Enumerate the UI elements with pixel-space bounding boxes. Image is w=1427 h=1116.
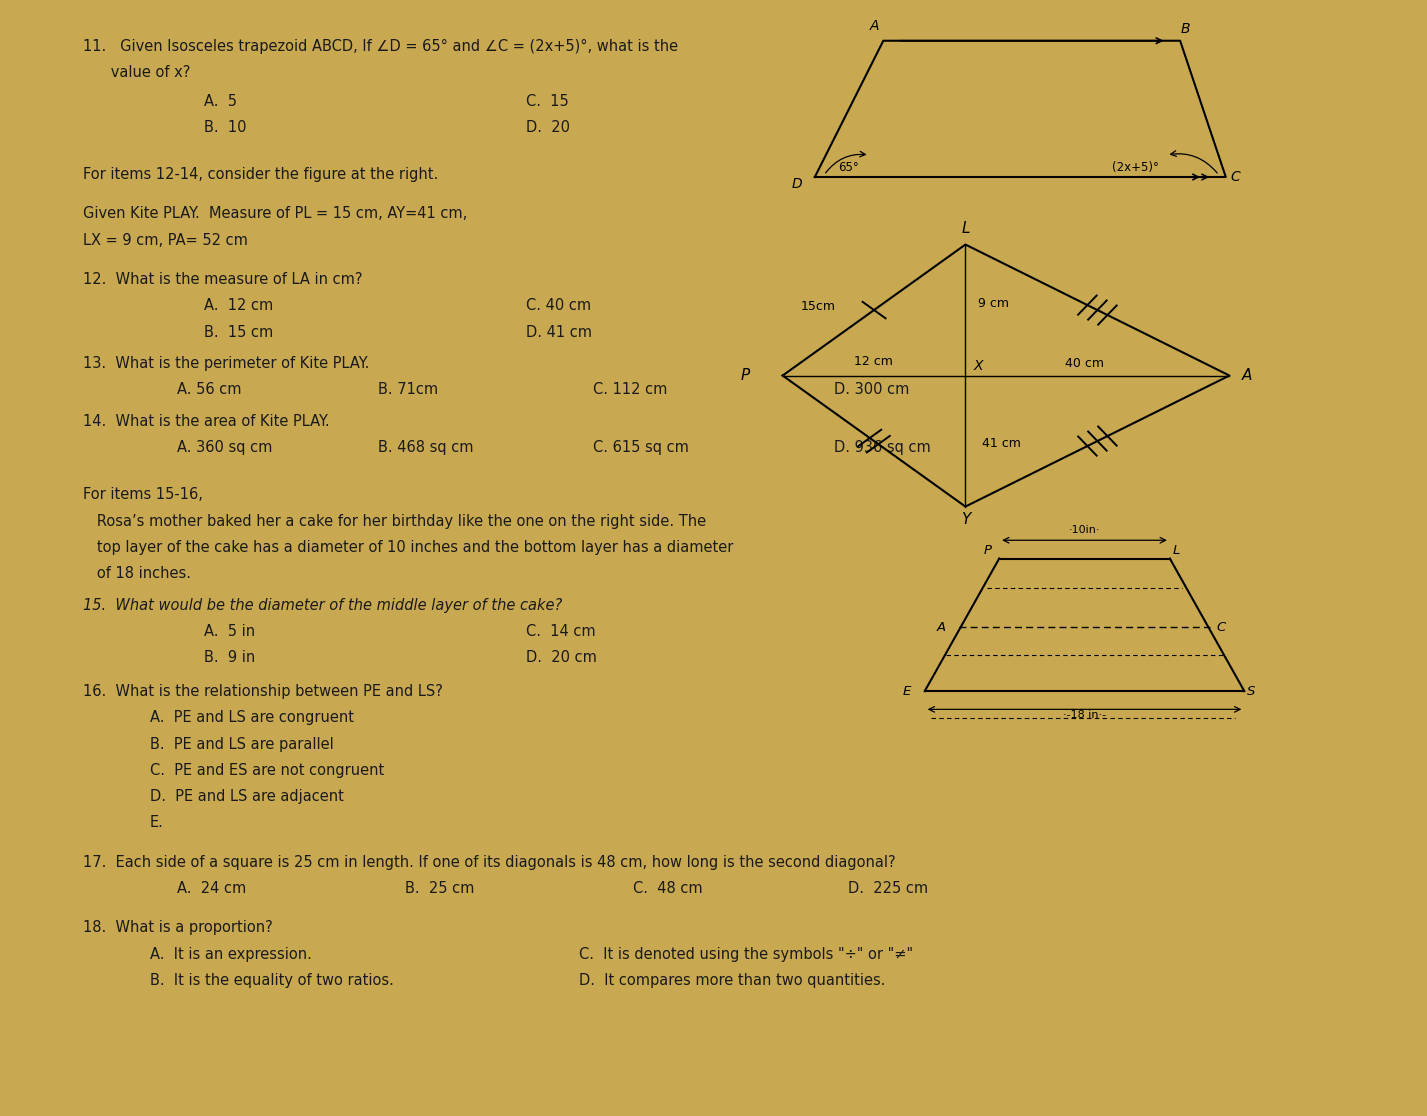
Text: value of x?: value of x?	[83, 65, 190, 79]
Text: of 18 inches.: of 18 inches.	[83, 566, 191, 581]
Text: C. 615 sq cm: C. 615 sq cm	[592, 440, 689, 455]
Text: L: L	[1173, 545, 1180, 557]
Text: A.  24 cm: A. 24 cm	[177, 881, 247, 896]
Text: D.  225 cm: D. 225 cm	[848, 881, 928, 896]
Text: 15.  What would be the diameter of the middle layer of the cake?: 15. What would be the diameter of the mi…	[83, 597, 562, 613]
Text: E.: E.	[150, 816, 164, 830]
Text: LX = 9 cm, PA= 52 cm: LX = 9 cm, PA= 52 cm	[83, 233, 248, 248]
Text: B.  It is the equality of two ratios.: B. It is the equality of two ratios.	[150, 973, 394, 988]
Text: A.  PE and LS are congruent: A. PE and LS are congruent	[150, 711, 354, 725]
Text: 11.   Given Isosceles trapezoid ABCD, If ∠D = 65° and ∠C = (2x+5)°, what is the: 11. Given Isosceles trapezoid ABCD, If ∠…	[83, 39, 678, 54]
Text: S: S	[1247, 684, 1256, 698]
Text: C.  It is denoted using the symbols "÷" or "≠": C. It is denoted using the symbols "÷" o…	[579, 946, 913, 962]
Text: D.  It compares more than two quantities.: D. It compares more than two quantities.	[579, 973, 886, 988]
Text: A. 56 cm: A. 56 cm	[177, 383, 241, 397]
Text: A.  5 in: A. 5 in	[204, 624, 255, 638]
Text: A. 360 sq cm: A. 360 sq cm	[177, 440, 273, 455]
Text: A: A	[869, 19, 879, 32]
Text: L: L	[962, 221, 970, 235]
Text: E: E	[903, 684, 912, 698]
Text: 17.  Each side of a square is 25 cm in length. If one of its diagonals is 48 cm,: 17. Each side of a square is 25 cm in le…	[83, 855, 896, 869]
Text: A.  12 cm: A. 12 cm	[204, 298, 273, 314]
Text: C. 40 cm: C. 40 cm	[525, 298, 591, 314]
Text: 14.  What is the area of Kite PLAY.: 14. What is the area of Kite PLAY.	[83, 414, 330, 429]
Text: B.  PE and LS are parallel: B. PE and LS are parallel	[150, 737, 334, 752]
Text: A.  It is an expression.: A. It is an expression.	[150, 946, 313, 962]
Text: 12 cm: 12 cm	[853, 355, 893, 368]
Text: 12.  What is the measure of LA in cm?: 12. What is the measure of LA in cm?	[83, 272, 362, 287]
Text: C.  14 cm: C. 14 cm	[525, 624, 595, 638]
Text: P: P	[983, 545, 992, 557]
Text: B.  9 in: B. 9 in	[204, 651, 255, 665]
Text: C: C	[1230, 170, 1240, 184]
Text: 16.  What is the relationship between PE and LS?: 16. What is the relationship between PE …	[83, 684, 442, 700]
Text: 18.  What is a proportion?: 18. What is a proportion?	[83, 921, 273, 935]
Text: D. 936 sq cm: D. 936 sq cm	[835, 440, 930, 455]
Text: A.  5: A. 5	[204, 94, 237, 108]
Text: Given Kite PLAY.  Measure of PL = 15 cm, AY=41 cm,: Given Kite PLAY. Measure of PL = 15 cm, …	[83, 206, 467, 221]
Text: ·-18 in·-: ·-18 in·-	[1063, 711, 1106, 721]
Text: D: D	[792, 177, 802, 191]
Text: C. 112 cm: C. 112 cm	[592, 383, 668, 397]
Text: B. 468 sq cm: B. 468 sq cm	[378, 440, 474, 455]
Text: 40 cm: 40 cm	[1065, 357, 1104, 369]
Text: Y: Y	[960, 512, 970, 527]
Text: ·10in·: ·10in·	[1069, 526, 1100, 536]
Text: D.  PE and LS are adjacent: D. PE and LS are adjacent	[150, 789, 344, 805]
Text: B.  15 cm: B. 15 cm	[204, 325, 273, 339]
Text: For items 15-16,: For items 15-16,	[83, 488, 203, 502]
Text: C.  48 cm: C. 48 cm	[634, 881, 702, 896]
Text: 9 cm: 9 cm	[977, 297, 1009, 310]
Text: A: A	[938, 620, 946, 634]
Text: 15cm: 15cm	[801, 300, 836, 314]
Text: 65°: 65°	[838, 162, 859, 174]
Text: C: C	[1216, 620, 1226, 634]
Text: D.  20 cm: D. 20 cm	[525, 651, 596, 665]
Text: B.  25 cm: B. 25 cm	[405, 881, 474, 896]
Text: B: B	[1180, 22, 1190, 37]
Text: A: A	[1241, 368, 1251, 383]
Text: top layer of the cake has a diameter of 10 inches and the bottom layer has a dia: top layer of the cake has a diameter of …	[83, 540, 733, 555]
Text: (2x+5)°: (2x+5)°	[1112, 162, 1159, 174]
Text: B.  10: B. 10	[204, 119, 247, 135]
Text: D. 41 cm: D. 41 cm	[525, 325, 592, 339]
Text: For items 12-14, consider the figure at the right.: For items 12-14, consider the figure at …	[83, 167, 438, 182]
Text: Rosa’s mother baked her a cake for her birthday like the one on the right side. : Rosa’s mother baked her a cake for her b…	[83, 513, 706, 529]
Text: P: P	[741, 368, 751, 383]
Text: 41 cm: 41 cm	[982, 436, 1020, 450]
Text: X: X	[973, 358, 983, 373]
Text: 13.  What is the perimeter of Kite PLAY.: 13. What is the perimeter of Kite PLAY.	[83, 356, 370, 372]
Text: C.  PE and ES are not congruent: C. PE and ES are not congruent	[150, 763, 384, 778]
Text: D. 300 cm: D. 300 cm	[835, 383, 909, 397]
Text: B. 71cm: B. 71cm	[378, 383, 438, 397]
Text: C.  15: C. 15	[525, 94, 568, 108]
Text: D.  20: D. 20	[525, 119, 569, 135]
